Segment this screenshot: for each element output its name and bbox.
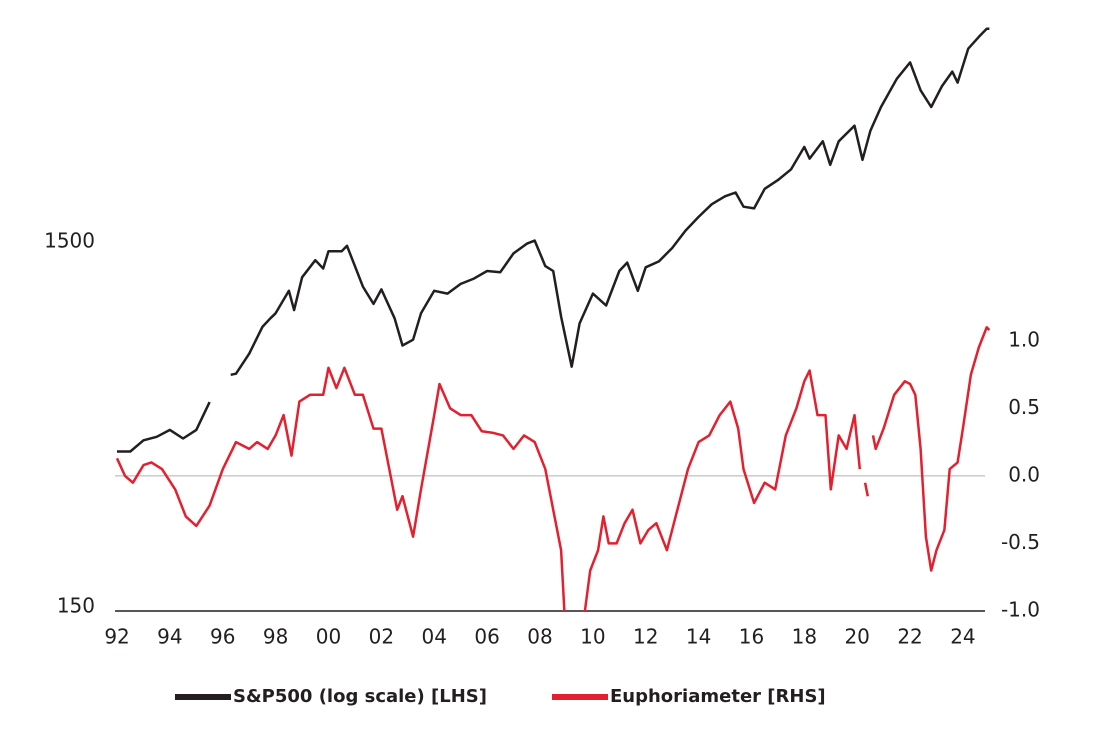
x-tick-label: 18 [792,625,817,649]
y2-tick-label: -1.0 [1001,598,1040,622]
y2-tick-label: 1.0 [1008,327,1040,351]
x-tick-label: 92 [104,625,129,649]
x-tick-label: 08 [527,625,552,649]
y2-tick-label: -0.5 [1001,530,1040,554]
series-line [115,326,991,611]
x-tick-label: 00 [316,625,341,649]
x-tick-label: 16 [739,625,764,649]
x-tick-label: 94 [157,625,182,649]
y-tick-label: 1500 [44,228,95,252]
x-tick-label: 12 [633,625,658,649]
x-tick-label: 10 [580,625,605,649]
series-line [117,27,990,453]
x-tick-label: 14 [686,625,711,649]
x-tick-label: 06 [474,625,499,649]
y2-tick-label: 0.5 [1008,395,1040,419]
x-tick-label: 98 [263,625,288,649]
x-tick-label: 20 [844,625,869,649]
legend-label: S&P500 (log scale) [LHS] [233,686,487,707]
legend-label: Euphoriameter [RHS] [610,686,826,707]
y-tick-label: 150 [57,594,95,618]
x-tick-label: 24 [950,625,975,649]
y2-tick-label: 0.0 [1008,462,1040,486]
x-tick-label: 96 [210,625,235,649]
legend: S&P500 (log scale) [LHS] Euphoriameter [R… [175,686,826,707]
x-tick-label: 22 [897,625,922,649]
x-tick-label: 02 [369,625,394,649]
x-tick-label: 04 [422,625,447,649]
